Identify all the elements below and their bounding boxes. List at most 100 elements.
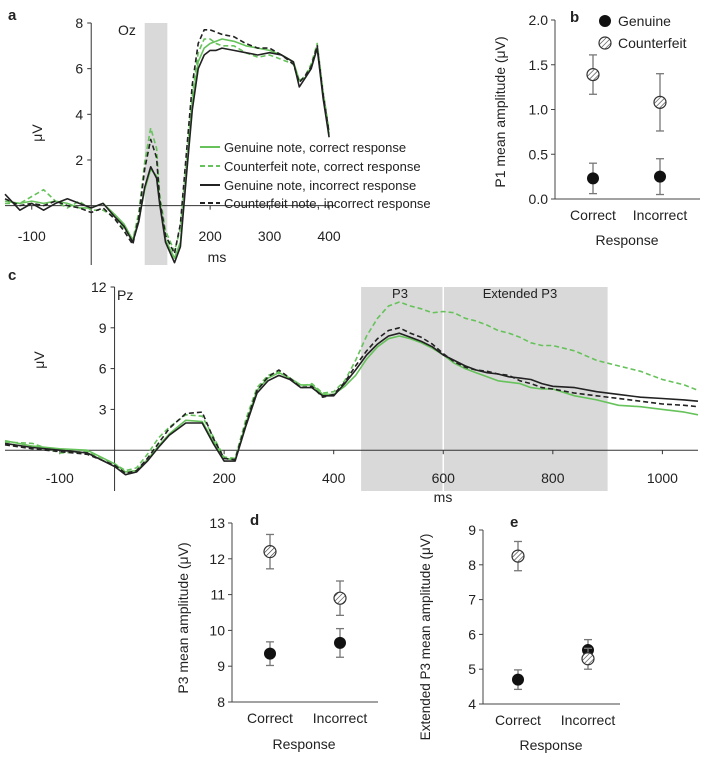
- y-tick-label: 9: [217, 658, 225, 674]
- panel-c-xlabel: ms: [434, 489, 453, 505]
- panel-e-axes: 4 5 6 7 8 9 Correct Incorrect: [468, 522, 620, 728]
- panel-d-xlabel: Response: [272, 736, 335, 752]
- x-category-label: Correct: [495, 712, 541, 728]
- point-genuine-correct: [512, 673, 524, 686]
- panel-a-series: [4, 29, 330, 264]
- point-genuine-correct: [587, 172, 599, 185]
- panel-d-ylabel: P3 mean amplitude (μV): [175, 542, 191, 693]
- panel-e-points: [511, 540, 595, 691]
- legend-marker-genuine: [599, 15, 611, 27]
- y-tick-label: 9: [468, 522, 476, 538]
- y-tick-label: 10: [209, 622, 225, 638]
- y-tick-label: 6: [468, 626, 476, 642]
- point-counterfeit-correct: [263, 545, 277, 559]
- x-tick-label: 600: [432, 470, 456, 486]
- legend-label-genuine-correct: Genuine note, correct response: [224, 140, 406, 155]
- panel-d-p3-amplitude: 8 9 10 11 12 13 Correct Incorrect P3 mean ampli…: [175, 515, 378, 752]
- legend-label-counterfeit-incorrect: Counterfeit note, incorrect response: [224, 196, 431, 211]
- y-tick-label: 2.0: [529, 12, 549, 28]
- panel-label-e: e: [510, 514, 518, 531]
- panel-a-legend: Genuine note, correct response Counterfe…: [200, 140, 431, 211]
- series-line-black-solid: [4, 47, 330, 264]
- y-tick-label: 5: [468, 661, 476, 677]
- panel-c-annotation-p3: P3: [392, 286, 408, 301]
- y-tick-label: 0.0: [529, 191, 549, 207]
- legend-label-genuine-incorrect: Genuine note, incorrect response: [224, 178, 416, 193]
- y-tick-label: 13: [209, 515, 225, 531]
- panel-c-annotation-extended-p3: Extended P3: [483, 286, 557, 301]
- y-tick-label: 1.0: [529, 102, 549, 118]
- point-counterfeit-correct: [586, 67, 600, 82]
- y-tick-label: 6: [75, 61, 83, 77]
- panel-e-extended-p3-amplitude: 4 5 6 7 8 9 Correct Incorrect Extended P3 mean …: [418, 522, 620, 753]
- panel-c-waveform-pz: 3 6 9 12 -100 200 400 600 800 1000 Pz P3 Extended…: [4, 279, 699, 505]
- y-tick-label: 12: [209, 551, 225, 567]
- series-line-black-solid: [4, 332, 699, 476]
- panel-c-series: [4, 301, 699, 476]
- x-tick-label: 200: [212, 470, 236, 486]
- y-tick-label: 2: [75, 152, 83, 168]
- panel-c-channel-label: Pz: [117, 287, 133, 303]
- x-category-label: Correct: [570, 207, 616, 223]
- panel-label-a: a: [8, 7, 17, 24]
- panel-a-xlabel: ms: [208, 249, 227, 265]
- y-tick-label: 6: [99, 361, 107, 377]
- panel-e-ylabel: Extended P3 mean amplitude (μV): [418, 534, 433, 741]
- point-counterfeit-incorrect: [653, 95, 667, 109]
- point-counterfeit-correct: [511, 549, 525, 563]
- legend-label-counterfeit-correct: Counterfeit note, correct response: [224, 159, 421, 174]
- x-category-label: Incorrect: [633, 207, 688, 223]
- panel-b-axes: 0.0 0.5 1.0 1.5 2.0 Correct Incorrect: [529, 12, 700, 223]
- y-tick-label: 12: [91, 279, 107, 295]
- legend-label-counterfeit: Counterfeit: [618, 35, 687, 51]
- panel-b-ylabel: P1 mean amplitude (μV): [492, 36, 508, 187]
- panel-b-legend: Genuine Counterfeit: [598, 13, 687, 51]
- y-tick-label: 4: [468, 696, 476, 712]
- x-category-label: Incorrect: [313, 710, 368, 726]
- x-category-label: Incorrect: [561, 712, 616, 728]
- panel-c-ylabel: μV: [31, 351, 47, 369]
- point-counterfeit-incorrect: [581, 652, 595, 666]
- panel-label-c: c: [8, 267, 16, 284]
- point-genuine-incorrect: [334, 636, 346, 649]
- y-tick-label: 11: [210, 587, 225, 603]
- panel-c-shaded-window: [361, 287, 608, 491]
- y-tick-label: 8: [468, 557, 476, 573]
- legend-marker-counterfeit: [598, 36, 612, 50]
- y-tick-label: 8: [75, 15, 83, 31]
- y-tick-label: 0.5: [529, 146, 549, 162]
- x-tick-label: -100: [46, 470, 74, 486]
- x-tick-label: 800: [541, 470, 565, 486]
- panel-b-xlabel: Response: [595, 232, 658, 248]
- panel-d-points: [263, 533, 347, 667]
- y-tick-label: 8: [217, 694, 225, 710]
- panel-a-ylabel: μV: [29, 124, 45, 142]
- point-counterfeit-incorrect: [333, 591, 347, 605]
- x-category-label: Correct: [247, 710, 293, 726]
- x-tick-label: 400: [317, 228, 341, 244]
- y-tick-label: 3: [99, 401, 107, 417]
- x-tick-label: 1000: [647, 470, 678, 486]
- panel-label-d: d: [250, 512, 259, 529]
- series-line-black-dashed: [4, 327, 699, 475]
- x-tick-label: -100: [18, 228, 46, 244]
- y-tick-label: 9: [99, 320, 107, 336]
- y-tick-label: 4: [75, 106, 83, 122]
- point-genuine-incorrect: [654, 170, 666, 183]
- panel-a-waveform-oz: 2 4 6 8 -100 200 300 400 Oz μV ms Genuine note,…: [4, 15, 431, 265]
- panel-b-points: [586, 54, 667, 196]
- x-tick-label: 400: [322, 470, 346, 486]
- panel-a-axes: 2 4 6 8 -100 200 300 400: [5, 15, 341, 265]
- y-tick-label: 7: [468, 592, 476, 608]
- panel-label-b: b: [570, 9, 579, 26]
- panel-a-channel-label: Oz: [118, 22, 136, 38]
- panel-b-p1-amplitude: 0.0 0.5 1.0 1.5 2.0 Correct Incorrect P1 mean …: [492, 12, 700, 248]
- panel-c-axes: 3 6 9 12 -100 200 400 600 800 1000: [5, 279, 698, 491]
- y-tick-label: 1.5: [529, 57, 549, 73]
- point-genuine-correct: [264, 647, 276, 660]
- x-tick-label: 300: [258, 228, 282, 244]
- series-line-green-dashed: [4, 301, 699, 472]
- legend-label-genuine: Genuine: [618, 13, 671, 29]
- series-line-black-dashed: [4, 29, 330, 255]
- panel-d-axes: 8 9 10 11 12 13 Correct Incorrect: [209, 515, 378, 726]
